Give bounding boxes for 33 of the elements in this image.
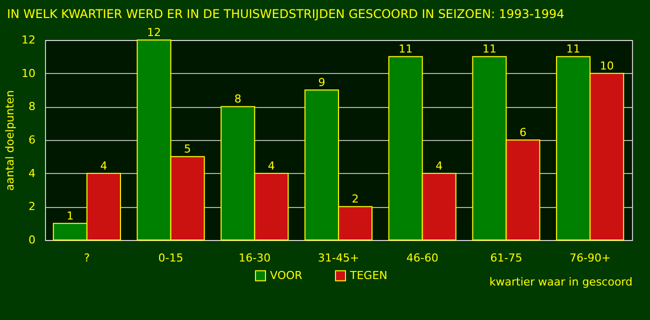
y-tick-label: 0 [28, 234, 36, 246]
x-tick-label: 61-75 [490, 252, 522, 264]
data-label: 11 [482, 42, 496, 56]
data-label: 10 [600, 59, 614, 72]
x-tick-label: 76-90+ [569, 252, 611, 264]
y-tick-label: 12 [22, 34, 36, 46]
chart-title: IN WELK KWARTIER WERD ER IN DE THUISWEDSTRIJDEN GESCOORD IN SEIZOEN: 1993-1994 [7, 7, 564, 21]
data-label: 4 [100, 159, 108, 172]
x-tick-label: ? [84, 252, 90, 264]
x-tick-label: 16-30 [238, 252, 271, 264]
y-tick-label: 10 [22, 66, 36, 80]
data-label: 9 [318, 76, 326, 89]
y-tick-label: 6 [28, 134, 36, 146]
data-label: 4 [436, 159, 443, 172]
data-label: 4 [268, 159, 275, 172]
x-tick-label: 46-60 [406, 252, 438, 264]
x-tick-label: 0-15 [158, 252, 184, 264]
data-label: 1 [66, 209, 74, 222]
data-label: 5 [184, 142, 192, 156]
y-tick-label: 2 [28, 200, 36, 214]
data-label: 2 [352, 192, 359, 206]
y-axis-title: aantal doelpunten [4, 90, 17, 191]
y-tick-label: 8 [28, 100, 36, 114]
data-label: 6 [519, 126, 526, 139]
legend-label: TEGEN [349, 268, 388, 282]
data-label: 8 [234, 92, 242, 106]
data-label: 11 [566, 42, 580, 56]
data-label: 11 [398, 42, 413, 56]
x-tick-label: 31-45+ [318, 252, 360, 264]
legend-label: VOOR [270, 268, 303, 282]
data-label: 12 [147, 26, 162, 39]
x-axis-title: kwartier waar in gescoord [489, 276, 632, 288]
y-tick-label: 4 [28, 166, 36, 180]
